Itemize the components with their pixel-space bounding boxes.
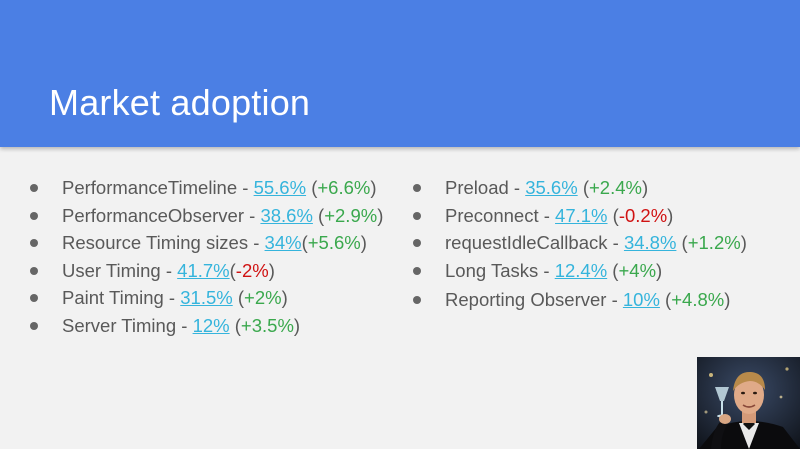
bullet-icon xyxy=(30,184,38,192)
list-item: Preconnect - 47.1% (-0.2%) xyxy=(413,202,747,230)
change-value: +4% xyxy=(618,259,657,281)
percentage-link[interactable]: 35.6% xyxy=(525,177,578,198)
percentage-link[interactable]: 38.6% xyxy=(260,204,313,226)
feature-name: Reporting Observer xyxy=(445,289,607,311)
list-item: Reporting Observer - 10% (+4.8%) xyxy=(413,286,747,314)
change-value: +2.9% xyxy=(324,204,378,226)
list-item: requestIdleCallback - 34.8% (+1.2%) xyxy=(413,229,747,257)
list-item: Preload - 35.6% (+2.4%) xyxy=(413,174,747,202)
feature-name: Server Timing xyxy=(62,314,177,336)
percentage-link[interactable]: 55.6% xyxy=(253,177,307,198)
feature-name: Preload xyxy=(445,177,509,198)
change-value: +2.4% xyxy=(589,177,642,198)
percentage-link[interactable]: 34% xyxy=(264,232,302,254)
bullet-icon xyxy=(413,266,421,275)
list-item: Long Tasks - 12.4% (+4%) xyxy=(413,257,747,285)
feature-name: PerformanceObserver xyxy=(62,204,244,226)
percentage-link[interactable]: 47.1% xyxy=(555,204,608,226)
list-item: PerformanceTimeline - 55.6% (+6.6%) xyxy=(30,174,383,202)
bullet-icon xyxy=(413,296,421,305)
list-item: PerformanceObserver - 38.6% (+2.9%) xyxy=(30,202,383,230)
percentage-link[interactable]: 34.8% xyxy=(623,232,677,254)
change-value: +5.6% xyxy=(307,232,361,254)
percentage-link[interactable]: 12% xyxy=(192,314,230,336)
feature-name: requestIdleCallback xyxy=(445,232,608,254)
right-feature-list: Preload - 35.6% (+2.4%) Preconnect - 47.… xyxy=(413,174,747,314)
feature-name: Resource Timing sizes xyxy=(62,232,249,254)
feature-name: Paint Timing xyxy=(62,287,164,309)
change-value: +4.8% xyxy=(671,289,725,311)
change-value: -0.2% xyxy=(618,204,668,226)
feature-name: Long Tasks xyxy=(445,259,539,281)
list-item: User Timing - 41.7%(-2%) xyxy=(30,257,383,285)
bullet-icon xyxy=(30,211,38,220)
feature-name: Preconnect xyxy=(445,204,539,226)
bullet-icon xyxy=(30,321,38,330)
list-item: Paint Timing - 31.5% (+2%) xyxy=(30,284,383,312)
photo-illustration xyxy=(697,357,800,449)
toasting-man-photo xyxy=(697,357,800,449)
percentage-link[interactable]: 31.5% xyxy=(180,287,233,309)
feature-name: User Timing xyxy=(62,259,161,281)
bullet-icon xyxy=(413,239,421,248)
slide-header: Market adoption xyxy=(0,0,800,147)
list-item: Resource Timing sizes - 34%(+5.6%) xyxy=(30,229,383,257)
change-value: +1.2% xyxy=(687,232,741,254)
list-item: Server Timing - 12% (+3.5%) xyxy=(30,312,383,340)
bullet-icon xyxy=(413,184,421,192)
bullet-icon xyxy=(413,211,421,220)
left-feature-list: PerformanceTimeline - 55.6% (+6.6%) Perf… xyxy=(30,174,383,340)
bullet-icon xyxy=(30,239,38,248)
percentage-link[interactable]: 12.4% xyxy=(554,259,608,281)
bullet-icon xyxy=(30,266,38,275)
feature-name: PerformanceTimeline xyxy=(62,177,238,198)
bullet-icon xyxy=(30,294,38,303)
change-value: +2% xyxy=(244,287,282,309)
change-value: -2% xyxy=(235,259,269,281)
percentage-link[interactable]: 10% xyxy=(622,289,660,311)
change-value: +3.5% xyxy=(240,314,294,336)
percentage-link[interactable]: 41.7% xyxy=(177,259,230,281)
slide-title: Market adoption xyxy=(49,82,311,123)
change-value: +6.6% xyxy=(317,177,371,198)
